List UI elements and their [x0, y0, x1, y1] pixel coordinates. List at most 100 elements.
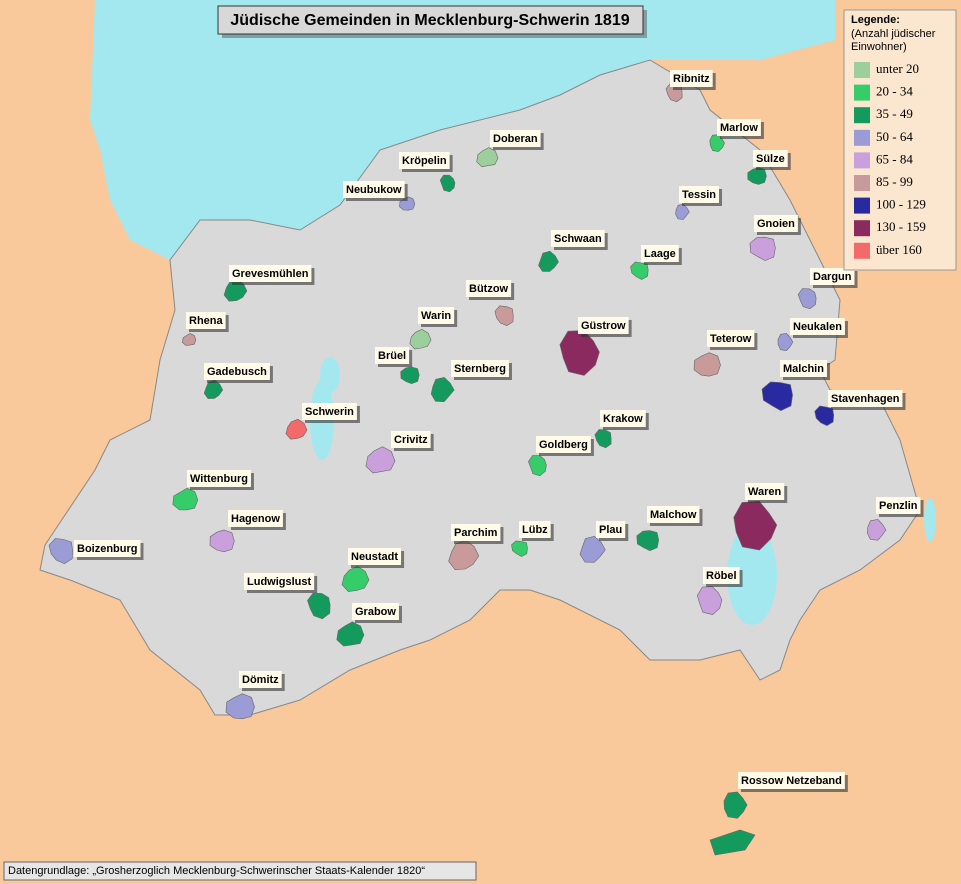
town-name: Laage	[644, 248, 676, 260]
town-area	[538, 250, 559, 272]
town-name: Sternberg	[454, 363, 506, 375]
legend-label: über 160	[876, 242, 922, 257]
label-box	[204, 363, 270, 380]
town-name: Warin	[421, 310, 451, 322]
town-label: Schwaan	[551, 230, 608, 250]
town-area	[733, 500, 778, 551]
town-label: Ribnitz	[670, 70, 716, 90]
label-box	[399, 152, 450, 169]
label-box	[536, 436, 591, 453]
town-name: Dargun	[813, 271, 852, 283]
town-name: Tessin	[682, 189, 716, 201]
town-area	[814, 405, 835, 426]
town-name: Hagenow	[231, 513, 280, 525]
legend-label: 35 - 49	[876, 106, 913, 121]
town-area	[777, 333, 794, 351]
label-box	[641, 245, 679, 262]
town-label: Malchow	[647, 506, 703, 526]
town-area	[494, 305, 514, 327]
source-box: Datengrundlage: „Grosherzoglich Mecklenb…	[3, 861, 477, 881]
legend: Legende: (Anzahl jüdischer Einwohner) un…	[843, 9, 957, 271]
label-box	[790, 318, 845, 335]
legend-subtitle: (Anzahl jüdischer	[851, 28, 936, 40]
legend-swatch	[854, 242, 870, 259]
label-box	[451, 524, 501, 541]
town-name: Neustadt	[351, 551, 398, 563]
town-label: Neustadt	[348, 548, 405, 568]
label-box	[717, 119, 761, 136]
town-label: Marlow	[717, 119, 764, 139]
town-area	[182, 333, 197, 346]
town-label: Sülze	[753, 150, 791, 170]
town-label: Gnoien	[754, 215, 801, 235]
legend-label: 20 - 34	[876, 84, 913, 99]
legend-subtitle: Einwohner)	[851, 41, 907, 53]
town-name: Krakow	[603, 413, 643, 425]
town-area	[439, 174, 456, 193]
town-label: Dömitz	[239, 671, 285, 691]
town-name: Rhena	[189, 315, 224, 327]
label-box	[490, 130, 541, 147]
label-box	[828, 390, 903, 407]
town-label: Warin	[418, 307, 458, 327]
town-name: Neukalen	[793, 321, 842, 333]
label-box	[876, 497, 921, 514]
town-label: Rossow Netzeband	[738, 772, 848, 792]
town-area	[336, 621, 365, 647]
town-label: Bützow	[466, 280, 515, 300]
label-box	[302, 403, 357, 420]
label-box	[391, 431, 431, 448]
town-label: Gadebusch	[204, 363, 273, 383]
town-area	[709, 829, 756, 856]
town-area	[696, 586, 723, 616]
town-label: Güstrow	[578, 317, 632, 337]
town-name: Parchim	[454, 527, 498, 539]
town-area	[365, 446, 396, 474]
town-label: Dargun	[810, 268, 858, 288]
lake	[320, 357, 340, 393]
town-name: Waren	[748, 486, 781, 498]
town-label: Wittenburg	[187, 470, 254, 490]
label-box	[229, 265, 312, 282]
town-label: Ludwigslust	[244, 573, 318, 593]
label-box	[375, 347, 410, 364]
town-name: Penzlin	[879, 500, 918, 512]
town-name: Grabow	[355, 606, 396, 618]
town-name: Malchin	[783, 363, 824, 375]
town-label: Doberan	[490, 130, 544, 150]
town-name: Sülze	[756, 153, 785, 165]
town-label: Neukalen	[790, 318, 848, 338]
town-area	[400, 366, 420, 385]
town-name: Güstrow	[581, 320, 626, 332]
town-name: Schwerin	[305, 406, 354, 418]
town-label: Brüel	[375, 347, 413, 367]
town-label: Teterow	[707, 330, 758, 350]
town-label: Goldberg	[536, 436, 594, 456]
town-area	[761, 381, 793, 412]
label-box	[753, 150, 788, 167]
label-box	[74, 540, 141, 557]
town-name: Röbel	[706, 570, 737, 582]
town-label: Grevesmühlen	[229, 265, 315, 285]
town-name: Dömitz	[242, 674, 279, 686]
town-name: Wittenburg	[190, 473, 248, 485]
legend-swatch	[854, 197, 870, 214]
town-label: Waren	[745, 483, 788, 503]
town-area	[511, 540, 528, 557]
legend-swatch	[854, 152, 870, 169]
town-area	[636, 530, 660, 552]
town-name: Goldberg	[539, 439, 588, 451]
town-label: Rhena	[186, 312, 229, 332]
legend-swatch	[854, 220, 870, 237]
label-box	[352, 603, 399, 620]
town-area	[866, 519, 887, 541]
label-box	[578, 317, 629, 334]
town-area	[341, 566, 370, 592]
lake	[924, 498, 936, 542]
legend-label: 85 - 99	[876, 174, 913, 189]
town-area	[797, 288, 817, 310]
town-name: Rossow Netzeband	[741, 775, 842, 787]
town-label: Schwerin	[302, 403, 360, 423]
town-name: Schwaan	[554, 233, 602, 245]
town-area	[675, 203, 690, 220]
